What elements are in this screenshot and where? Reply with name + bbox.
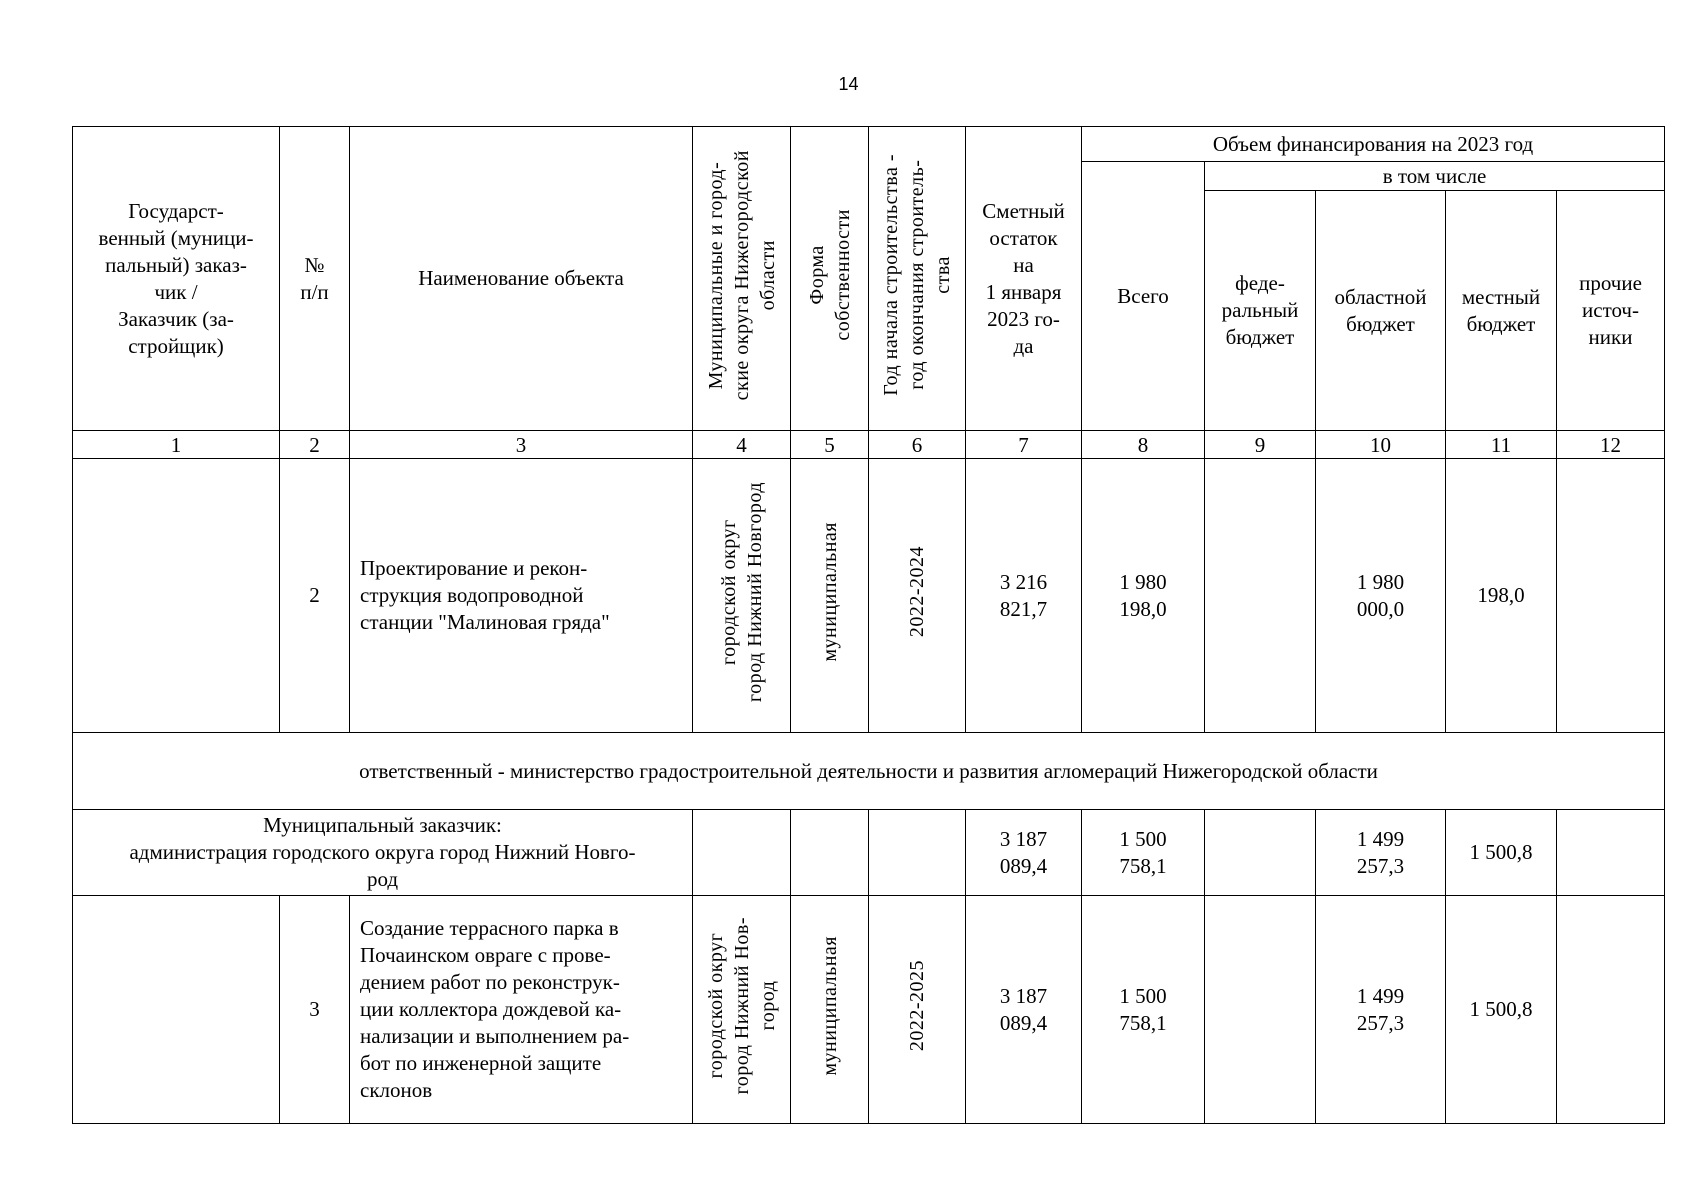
cell-customer (72, 895, 280, 1124)
header-regional: областной бюджет (1315, 190, 1446, 431)
cell-estimate: 3 187 089,4 (965, 895, 1082, 1124)
header-number: № п/п (279, 126, 350, 431)
cell-object-name: Создание террасного парка в Почаинском о… (349, 895, 693, 1124)
header-districts-text: Муниципальные и город- ские округа Нижег… (704, 149, 779, 401)
section-row: ответственный - министерство градостроит… (71, 732, 1666, 810)
cell-total: 1 500 758,1 (1081, 895, 1205, 1124)
cell-ownership-text: муниципальная (818, 522, 841, 662)
cell-ownership: муниципальная (790, 458, 869, 733)
financing-table: Государст- венный (муници- пальный) зака… (71, 126, 1666, 1124)
customer-row: Муниципальный заказчик: администрация го… (72, 809, 1666, 896)
header-local: местный бюджет (1445, 190, 1557, 431)
cell-customer: Муниципальный заказчик: администрация го… (72, 809, 693, 896)
header-funding: Объем финансирования на 2023 год (1080, 126, 1666, 162)
section-responsible: ответственный - министерство градостроит… (71, 732, 1666, 810)
column-number: 10 (1315, 430, 1446, 459)
column-number: 11 (1445, 430, 1557, 459)
header-federal: феде- ральный бюджет (1204, 190, 1316, 431)
column-number: 8 (1081, 430, 1205, 459)
cell-estimate: 3 216 821,7 (965, 458, 1082, 733)
cell-total: 1 500 758,1 (1081, 809, 1205, 896)
header-years-text: Год начала строительства - год окончания… (880, 154, 954, 396)
cell-other (1555, 895, 1666, 1124)
cell-other (1555, 458, 1666, 733)
column-number: 4 (692, 430, 791, 459)
header-districts: Муниципальные и город- ские округа Нижег… (692, 126, 791, 431)
column-number: 2 (279, 430, 350, 459)
header-ownership: Форма собственности (790, 126, 869, 431)
header-including: в том числе (1203, 161, 1666, 191)
cell-total: 1 980 198,0 (1081, 458, 1205, 733)
cell-federal (1204, 895, 1316, 1124)
cell-district-text: городской округ город Нижний Новгород (717, 481, 766, 703)
cell-years-text: 2022-2024 (906, 546, 928, 638)
table-row: 3 Создание террасного парка в Почаинском… (72, 895, 1666, 1124)
cell-ownership: муниципальная (790, 895, 869, 1124)
cell-district-text: городской округ город Нижний Нов- город (704, 917, 779, 1095)
header-customer: Государст- венный (муници- пальный) зака… (72, 126, 280, 431)
column-number: 6 (868, 430, 966, 459)
cell-local: 1 500,8 (1445, 809, 1557, 896)
column-number: 12 (1555, 430, 1666, 459)
cell-customer (72, 458, 280, 733)
column-number: 5 (790, 430, 869, 459)
header-estimate: Сметный остаток на 1 января 2023 го- да (965, 126, 1082, 431)
cell-district: городской округ город Нижний Новгород (692, 458, 791, 733)
header-object-name: Наименование объекта (349, 126, 693, 431)
cell-local: 1 500,8 (1445, 895, 1557, 1124)
header-other: прочие источ- ники (1555, 190, 1666, 431)
cell-years (868, 809, 966, 896)
cell-federal (1204, 458, 1316, 733)
table-row: 2 Проектирование и рекон- струкция водоп… (72, 458, 1666, 733)
column-number: 1 (72, 430, 280, 459)
cell-ownership (790, 809, 869, 896)
cell-regional: 1 499 257,3 (1315, 895, 1446, 1124)
header-years: Год начала строительства - год окончания… (868, 126, 966, 431)
cell-number: 3 (279, 895, 350, 1124)
cell-local: 198,0 (1445, 458, 1557, 733)
cell-years: 2022-2025 (868, 895, 966, 1124)
column-number: 3 (349, 430, 693, 459)
column-number: 9 (1204, 430, 1316, 459)
cell-regional: 1 499 257,3 (1315, 809, 1446, 896)
header-ownership-text: Форма собственности (805, 209, 854, 341)
cell-number: 2 (279, 458, 350, 733)
header-total: Всего (1081, 161, 1205, 431)
column-number: 7 (965, 430, 1082, 459)
cell-years: 2022-2024 (868, 458, 966, 733)
cell-district: городской округ город Нижний Нов- город (692, 895, 791, 1124)
cell-federal (1204, 809, 1316, 896)
cell-regional: 1 980 000,0 (1315, 458, 1446, 733)
cell-years-text: 2022-2025 (906, 960, 928, 1052)
cell-object-name: Проектирование и рекон- струкция водопро… (349, 458, 693, 733)
cell-district (692, 809, 791, 896)
page-number: 14 (838, 74, 859, 94)
cell-estimate: 3 187 089,4 (965, 809, 1082, 896)
cell-other (1555, 809, 1666, 896)
cell-ownership-text: муниципальная (818, 936, 841, 1076)
